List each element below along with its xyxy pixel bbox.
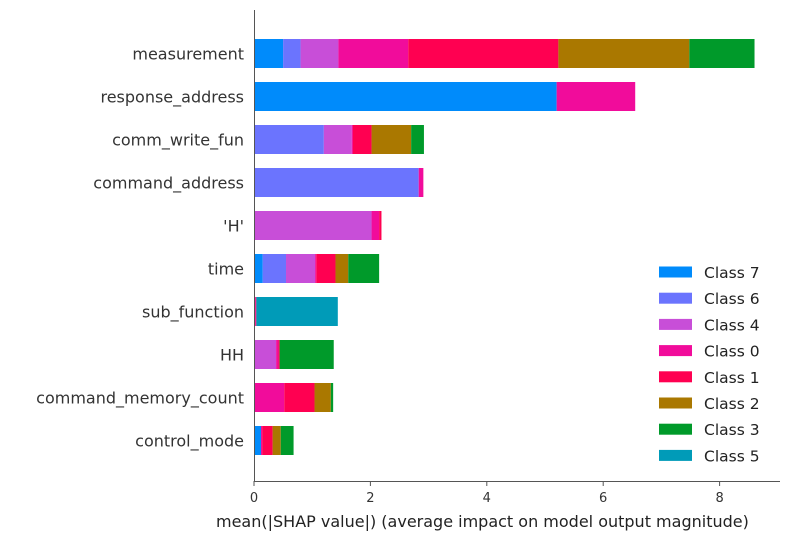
- category-label: HH: [220, 346, 244, 365]
- category-label: command_memory_count: [36, 389, 244, 409]
- bar-time-class-3: [348, 254, 380, 283]
- legend-label: Class 1: [704, 369, 760, 387]
- bar-time-class-0: [315, 254, 317, 283]
- category-label: control_mode: [135, 432, 244, 452]
- bar-commwritefun-class-3: [411, 125, 424, 154]
- legend-label: Class 5: [704, 447, 760, 465]
- bar-commandmemorycount-class-0: [254, 383, 285, 412]
- legend-label: Class 0: [704, 343, 760, 361]
- x-tick-label: 0: [250, 491, 258, 506]
- bar-time-class-6: [262, 254, 287, 283]
- bar-commandmemorycount-class-1: [284, 383, 315, 412]
- bar-controlmode-class-0: [260, 426, 263, 455]
- legend-label: Class 3: [704, 421, 760, 439]
- legend-swatch-class-3: [659, 423, 692, 435]
- x-tick-label: 4: [483, 491, 491, 506]
- category-label: sub_function: [142, 303, 244, 323]
- bar-time-class-2: [335, 254, 349, 283]
- bar-HH-class-0: [276, 340, 279, 369]
- bar-commandaddress-class-0: [418, 168, 424, 197]
- bar-measurement-class-0: [338, 39, 409, 68]
- bar-measurement-class-7: [254, 39, 284, 68]
- bar-commwritefun-class-4: [323, 125, 352, 154]
- legend-label: Class 2: [704, 395, 760, 413]
- bar-measurement-class-2: [558, 39, 690, 68]
- bar-controlmode-class-3: [280, 426, 294, 455]
- bar-measurement-class-3: [689, 39, 755, 68]
- bar-responseaddress-class-0: [556, 82, 636, 111]
- x-tick-label: 8: [715, 491, 723, 506]
- category-label: command_address: [93, 174, 244, 194]
- bar-time-class-4: [286, 254, 316, 283]
- legend-swatch-class-0: [659, 345, 692, 357]
- bar-time-class-7: [254, 254, 263, 283]
- legend-swatch-class-1: [659, 371, 692, 383]
- bar-HH-class-4: [254, 340, 277, 369]
- bar-commandmemorycount-class-3: [330, 383, 334, 412]
- bar-measurement-class-4: [300, 39, 339, 68]
- legend-swatch-class-7: [659, 266, 692, 278]
- category-label: comm_write_fun: [112, 131, 244, 151]
- bar-measurement-class-6: [283, 39, 301, 68]
- x-tick-label: 2: [366, 491, 374, 506]
- legend: Class 7 Class 6 Class 4 Class 0 Class 1 Class…: [659, 264, 760, 465]
- legend-label: Class 4: [704, 316, 760, 334]
- bar-HH-class-3: [279, 340, 334, 369]
- category-label: time: [208, 260, 244, 279]
- legend-label: Class 7: [704, 264, 760, 282]
- bar-responseaddress-class-7: [254, 82, 557, 111]
- bar-subfunction-class-5: [256, 297, 338, 326]
- bar-commwritefun-class-2: [371, 125, 412, 154]
- bar-controlmode-class-2: [272, 426, 281, 455]
- legend-swatch-class-4: [659, 318, 692, 330]
- x-tick-label: 6: [599, 491, 607, 506]
- bar-group: [254, 39, 755, 455]
- bar-commwritefun-class-6: [254, 125, 324, 154]
- bar-commandmemorycount-class-2: [314, 383, 331, 412]
- bar-subfunction-class-1: [255, 297, 257, 326]
- legend-label: Class 6: [704, 290, 760, 308]
- bar-H-class-4: [254, 211, 372, 240]
- category-label: 'H': [223, 217, 244, 236]
- category-label: measurement: [132, 45, 244, 64]
- bar-H-class-0: [371, 211, 380, 240]
- legend-swatch-class-5: [659, 449, 692, 461]
- legend-swatch-class-6: [659, 292, 692, 304]
- bar-H-class-1: [379, 211, 382, 240]
- bar-HH-class-1: [278, 340, 280, 369]
- bar-measurement-class-1: [408, 39, 559, 68]
- bar-commandaddress-class-6: [254, 168, 419, 197]
- x-axis-title: mean(|SHAP value|) (average impact on mo…: [216, 512, 749, 531]
- legend-swatch-class-2: [659, 397, 692, 409]
- bar-commwritefun-class-0: [351, 125, 353, 154]
- bar-commwritefun-class-1: [352, 125, 372, 154]
- bar-time-class-1: [316, 254, 336, 283]
- bar-controlmode-class-7: [254, 426, 261, 455]
- bar-controlmode-class-1: [262, 426, 273, 455]
- x-axis-ticks: 0 2 4 6 8: [250, 481, 724, 506]
- category-label: response_address: [100, 88, 244, 108]
- category-labels: measurement response_address comm_write_fu…: [36, 45, 244, 452]
